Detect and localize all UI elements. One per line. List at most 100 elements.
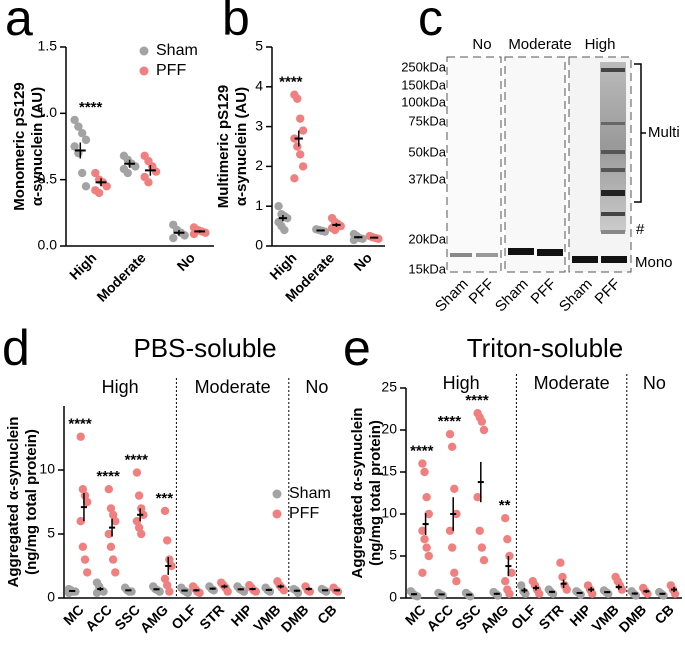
group-label: High (443, 373, 480, 393)
data-point (521, 589, 530, 598)
y-tick-label: 2 (255, 157, 263, 173)
data-point (418, 459, 427, 468)
blot-band (601, 230, 625, 234)
data-point (165, 587, 174, 596)
data-point (420, 535, 429, 544)
blot-group: No (472, 36, 491, 53)
x-tick-label: No (350, 249, 375, 274)
data-point (201, 228, 210, 237)
data-point (111, 517, 120, 526)
significance: **** (125, 452, 149, 469)
blot-band (601, 256, 627, 263)
significance: **** (96, 468, 120, 485)
data-point (450, 568, 459, 577)
legend-marker (139, 46, 149, 56)
x-tick-label: Moderate (93, 249, 148, 304)
data-point (475, 526, 484, 535)
data-point (659, 591, 668, 600)
data-point (479, 425, 489, 435)
data-point (78, 129, 87, 138)
data-point (106, 542, 116, 551)
y-tick-label: 0 (389, 589, 397, 605)
group-label: Moderate (195, 377, 271, 397)
significance: **** (465, 392, 489, 409)
blot-lane: PFF (528, 276, 560, 308)
data-point (64, 588, 74, 598)
data-point (556, 558, 565, 567)
data-point (127, 587, 136, 596)
data-point (132, 517, 142, 526)
panel-letter: b (222, 0, 250, 46)
data-point (424, 551, 433, 561)
blot-marker: 150kDa (401, 77, 447, 92)
x-tick-label: SSC (452, 601, 484, 633)
legend-label: Sham (289, 485, 331, 502)
data-point (588, 589, 597, 598)
blot-marker: 75kDa (408, 113, 446, 128)
data-point (134, 491, 144, 500)
data-point (76, 432, 85, 441)
y-tick-label: 1.0 (38, 104, 58, 120)
data-point (445, 526, 455, 535)
legend-marker (272, 489, 282, 499)
data-point (447, 543, 457, 552)
significance: ** (499, 497, 511, 514)
data-point (102, 182, 111, 191)
data-point (139, 510, 148, 519)
x-tick-label: CB (314, 601, 340, 627)
data-point (151, 167, 161, 176)
data-point (70, 142, 79, 151)
y-axis-label: α-synuclein (AU) (233, 87, 250, 206)
data-point (132, 468, 142, 477)
blot-band (601, 150, 625, 154)
blot-band (601, 168, 625, 172)
data-point (422, 543, 431, 552)
y-axis-label: Aggregated α-synuclein (5, 417, 22, 588)
data-point (81, 135, 91, 145)
x-tick-label: No (174, 249, 199, 274)
data-point (265, 587, 275, 596)
x-tick-label: OLF (168, 601, 199, 632)
data-point (295, 114, 305, 123)
blot-label: Multi (648, 124, 680, 141)
data-point (548, 589, 558, 598)
y-tick-label: 1 (255, 197, 263, 213)
data-point (422, 493, 431, 502)
data-point (223, 587, 232, 596)
y-tick-label: 0.0 (38, 237, 58, 253)
group-label: High (102, 377, 139, 397)
panel-letter: d (2, 320, 30, 376)
multi-bracket (634, 63, 642, 203)
data-point (123, 168, 132, 178)
data-point (165, 555, 174, 564)
blot-smear (600, 62, 626, 232)
y-axis-label: (ng/mg total protein) (367, 420, 384, 566)
data-point (505, 589, 514, 598)
data-point (295, 150, 305, 159)
data-point (452, 577, 461, 586)
data-point (92, 588, 102, 598)
blot-band (601, 190, 625, 196)
data-point (280, 225, 289, 235)
x-tick-label: High (66, 249, 99, 282)
blot-label: Mono (635, 254, 673, 271)
significance: **** (68, 416, 92, 433)
x-tick-label: CB (651, 601, 677, 627)
data-point (78, 542, 88, 551)
data-point (604, 589, 613, 598)
data-point (167, 561, 176, 571)
data-point (298, 162, 308, 171)
blot-marker: 50kDa (408, 144, 446, 159)
data-point (534, 589, 544, 598)
data-point (76, 517, 85, 526)
y-tick-label: 0 (47, 589, 55, 605)
data-point (507, 568, 516, 577)
blot-band (476, 253, 498, 257)
data-point (473, 493, 482, 502)
data-point (82, 497, 92, 507)
data-point (321, 587, 331, 596)
data-point (82, 568, 92, 577)
data-point (111, 568, 120, 577)
panel-title: PBS-soluble (133, 333, 276, 363)
